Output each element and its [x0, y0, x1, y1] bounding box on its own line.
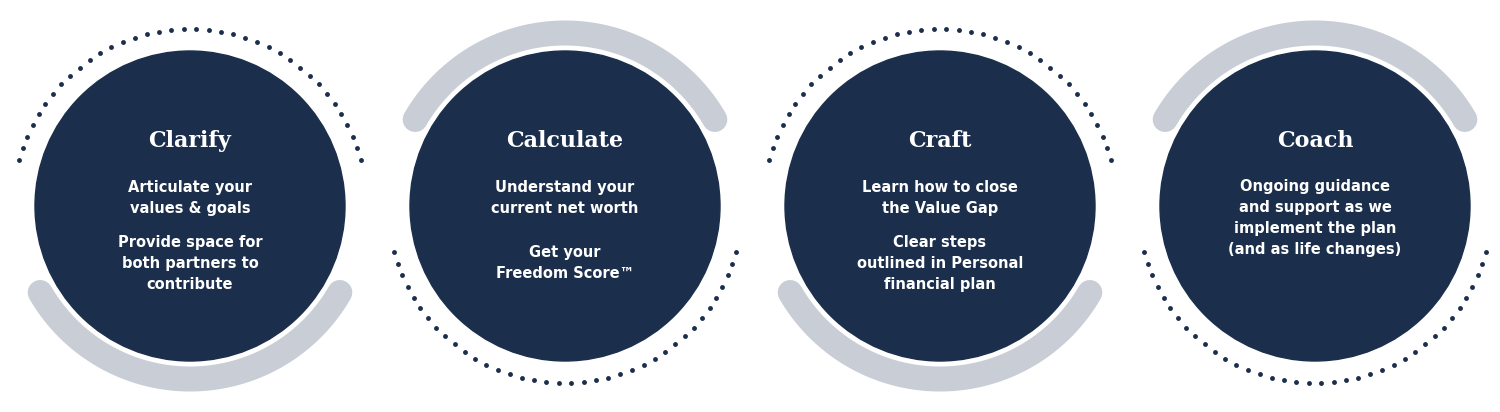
Text: Get your
Freedom Score™: Get your Freedom Score™ [496, 246, 634, 281]
Text: Coach: Coach [1276, 130, 1353, 152]
Text: Articulate your
values & goals: Articulate your values & goals [128, 180, 252, 216]
Text: Clarify: Clarify [148, 130, 231, 152]
Circle shape [34, 51, 345, 361]
Circle shape [410, 51, 720, 361]
Text: Provide space for
both partners to
contribute: Provide space for both partners to contr… [117, 235, 262, 292]
Text: Learn how to close
the Value Gap: Learn how to close the Value Gap [862, 180, 1018, 216]
Circle shape [1160, 51, 1470, 361]
Circle shape [784, 51, 1095, 361]
Text: Calculate: Calculate [507, 130, 624, 152]
Text: Clear steps
outlined in Personal
financial plan: Clear steps outlined in Personal financi… [856, 235, 1023, 292]
Text: Understand your
current net worth: Understand your current net worth [492, 180, 639, 216]
Text: Ongoing guidance
and support as we
implement the plan
(and as life changes): Ongoing guidance and support as we imple… [1228, 179, 1401, 258]
Text: Craft: Craft [909, 130, 972, 152]
